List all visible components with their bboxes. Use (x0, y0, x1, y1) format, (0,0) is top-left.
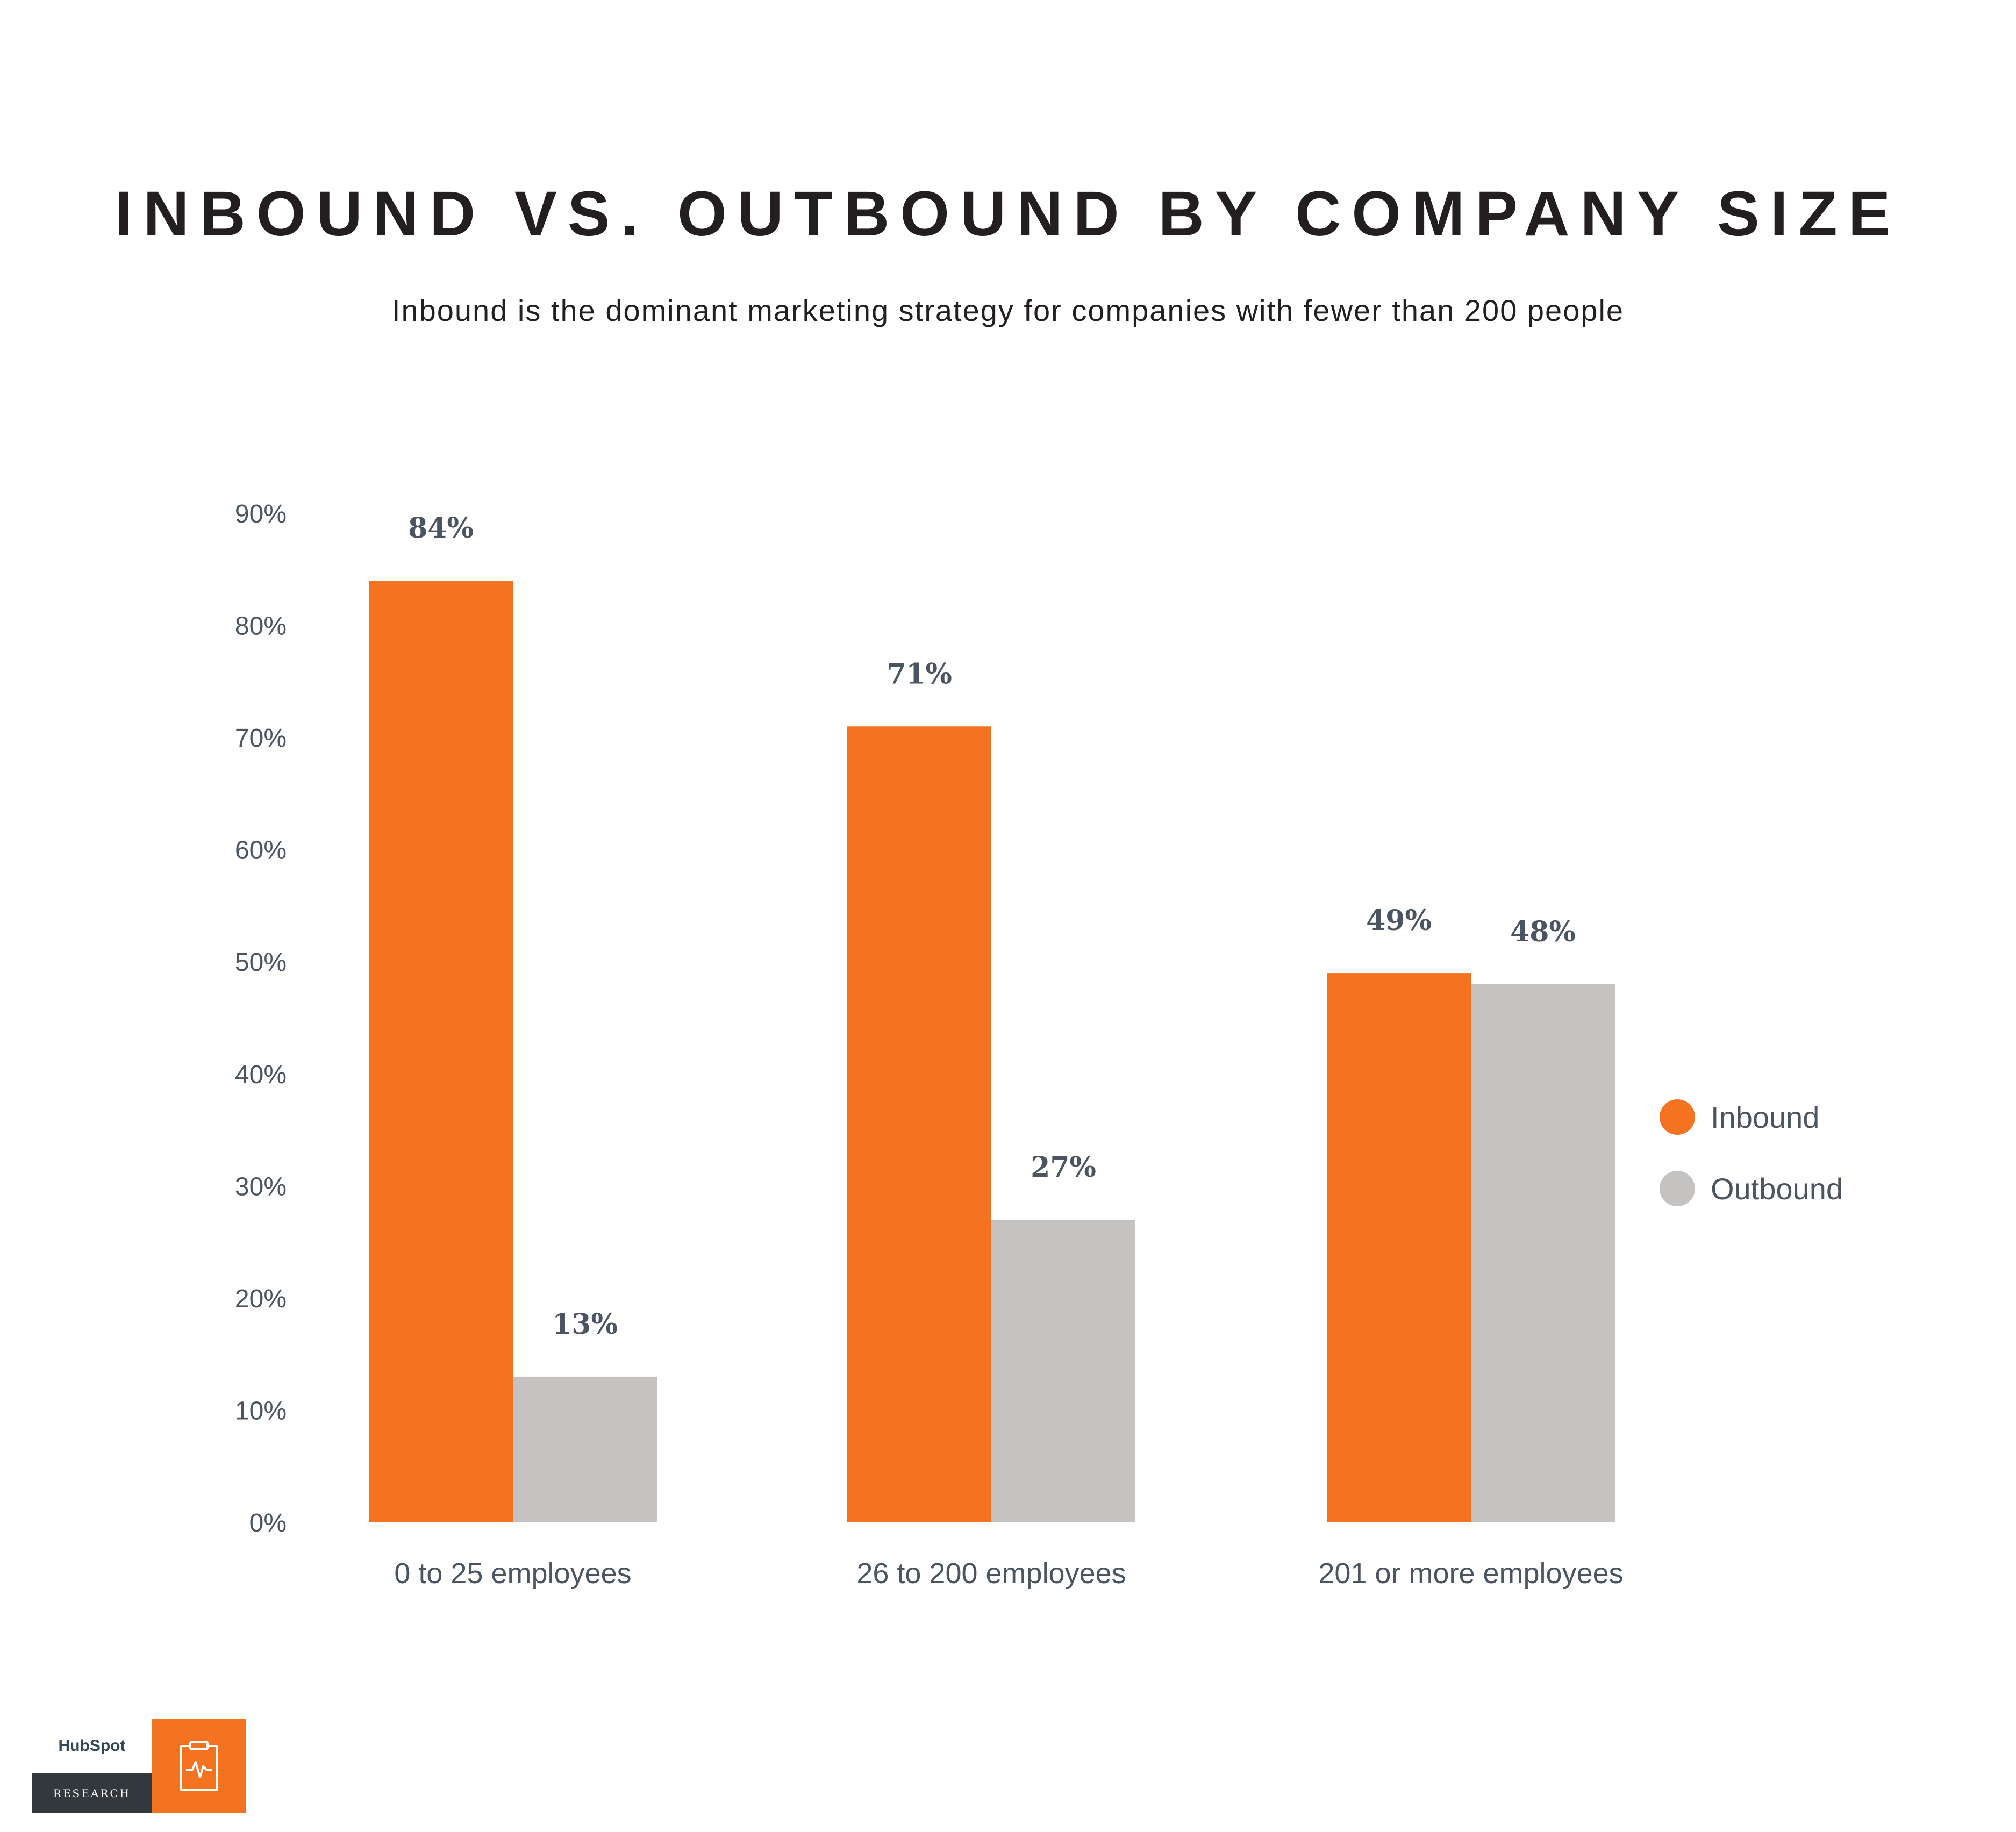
data-label: 49% (1366, 904, 1432, 937)
clipboard-pulse-icon (152, 1719, 246, 1813)
data-label: 48% (1510, 915, 1576, 948)
category-label: 201 or more employees (1318, 1557, 1623, 1590)
data-label: 13% (552, 1308, 618, 1341)
hubspot-wordmark: HubSpot (32, 1719, 152, 1773)
data-label: 71% (887, 657, 952, 690)
y-tick-label: 50% (235, 948, 287, 977)
x-axis: 0 to 25 employees 26 to 200 employees 201 … (394, 1557, 1623, 1590)
y-tick-label: 90% (235, 500, 287, 528)
bar-inbound (369, 581, 513, 1522)
y-tick-label: 80% (235, 612, 287, 641)
page-title: INBOUND VS. OUTBOUND BY COMPANY SIZE (115, 178, 1901, 249)
y-tick-label: 30% (235, 1172, 287, 1201)
category-label: 26 to 200 employees (856, 1557, 1126, 1590)
legend: Inbound Outbound (1660, 1099, 1843, 1206)
y-tick-label: 20% (235, 1285, 287, 1313)
bar-outbound (991, 1219, 1135, 1522)
y-tick-label: 70% (235, 724, 287, 753)
y-tick-label: 40% (235, 1061, 287, 1089)
y-axis: 0% 10% 20% 30% 40% 50% 60% 70% 80% 90% (235, 500, 287, 1537)
bar-inbound (1327, 973, 1471, 1522)
y-tick-label: 60% (235, 836, 287, 865)
research-label: RESEARCH (32, 1773, 152, 1813)
page-subtitle: Inbound is the dominant marketing strate… (391, 294, 1625, 327)
y-tick-label: 0% (249, 1509, 287, 1537)
data-labels: 84% 13% 71% 27% 49% 48% (408, 512, 1576, 1341)
bar-chart: 0% 10% 20% 30% 40% 50% 60% 70% 80% 90% 84% 13% 71% 2… (235, 500, 1843, 1590)
legend-label-inbound: Inbound (1711, 1100, 1819, 1134)
legend-swatch-inbound (1660, 1099, 1695, 1135)
y-tick-label: 10% (235, 1397, 287, 1425)
category-label: 0 to 25 employees (394, 1557, 631, 1590)
bar-outbound (513, 1376, 657, 1522)
hubspot-research-logo: HubSpot RESEARCH (32, 1719, 246, 1813)
legend-swatch-outbound (1660, 1171, 1695, 1206)
bars (369, 581, 1615, 1522)
data-label: 27% (1031, 1151, 1096, 1184)
bar-outbound (1471, 984, 1615, 1522)
data-label: 84% (408, 512, 474, 545)
bar-inbound (847, 726, 991, 1522)
legend-label-outbound: Outbound (1711, 1172, 1843, 1206)
